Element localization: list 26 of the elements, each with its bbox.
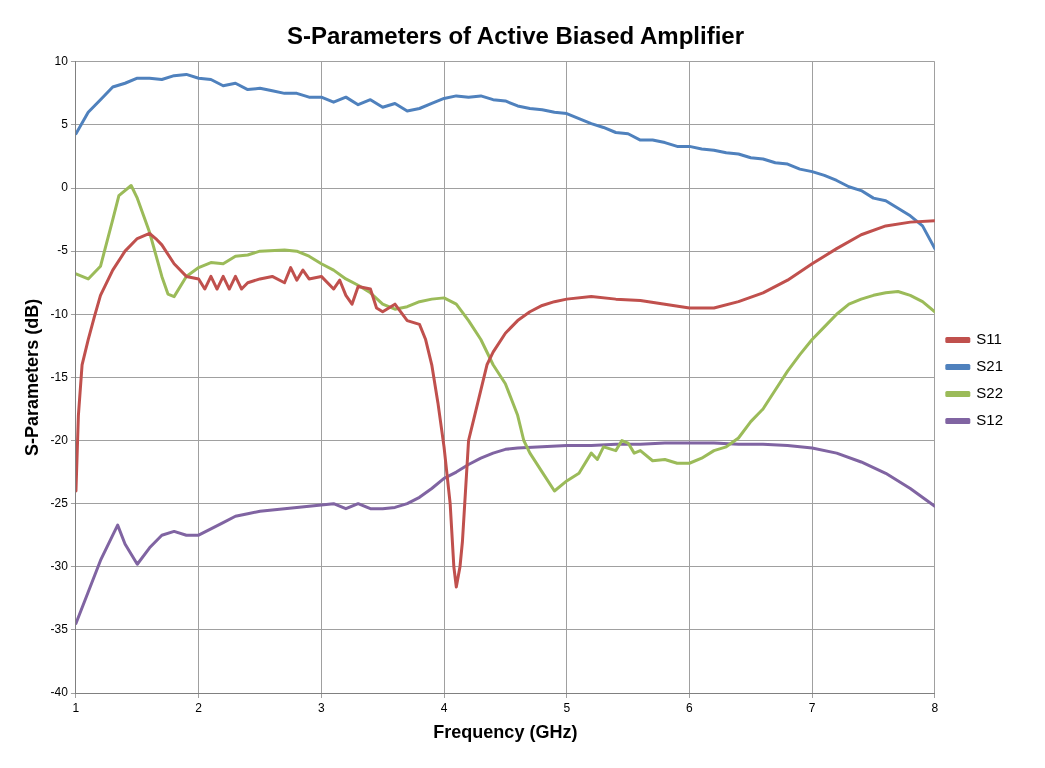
x-tick-label: 2 — [195, 700, 203, 715]
legend-label: S22 — [976, 384, 1004, 402]
legend-label: S11 — [976, 330, 1002, 348]
y-tick-label: 5 — [61, 117, 69, 132]
y-tick-label: -25 — [50, 495, 69, 510]
y-tick-label: -30 — [50, 559, 69, 574]
y-tick-label: -10 — [50, 306, 69, 321]
x-tick-label: 1 — [72, 700, 80, 715]
y-tick-label: 10 — [54, 54, 69, 69]
x-tick-label: 5 — [563, 700, 571, 715]
y-tick-label: -40 — [50, 685, 69, 700]
y-tick-label: -5 — [57, 243, 69, 258]
y-tick-label: -35 — [50, 622, 69, 637]
chart-title: S-Parameters of Active Biased Amplifier — [286, 22, 745, 50]
legend-label: S12 — [976, 411, 1004, 429]
y-tick-label: 0 — [61, 180, 69, 195]
x-tick-label: 3 — [317, 700, 325, 715]
y-axis-title: S-Parameters (dB) — [21, 298, 42, 456]
x-axis-title: Frequency (GHz) — [433, 722, 578, 743]
y-tick-label: -15 — [50, 369, 69, 384]
x-tick-label: 4 — [440, 700, 448, 715]
x-tick-label: 6 — [686, 700, 694, 715]
legend-label: S21 — [976, 357, 1004, 375]
x-tick-label: 7 — [808, 700, 816, 715]
x-tick-label: 8 — [931, 700, 939, 715]
y-tick-label: -20 — [50, 432, 69, 447]
